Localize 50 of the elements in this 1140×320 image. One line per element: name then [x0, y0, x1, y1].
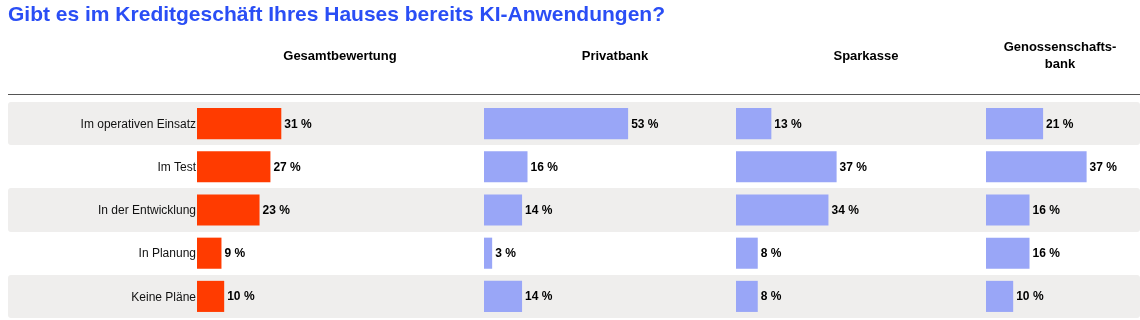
bar [986, 280, 1014, 312]
bar [484, 194, 523, 226]
bar [736, 280, 758, 312]
bar [986, 194, 1030, 226]
bar [484, 108, 629, 140]
data-label: 10 % [227, 289, 255, 304]
data-label: 34 % [831, 203, 860, 217]
data-label: 14 % [525, 203, 553, 217]
bar [484, 151, 528, 183]
bar [197, 194, 260, 226]
bar [197, 108, 282, 140]
data-label: 3 % [495, 246, 517, 261]
data-label: 37 % [1089, 159, 1118, 174]
bar [736, 151, 837, 183]
data-label: 31 % [284, 116, 312, 131]
bar [484, 237, 493, 269]
chart-title: Genossenschafts-bank [1003, 39, 1117, 71]
y-tick-label: In der Entwicklung [97, 203, 196, 218]
y-tick-label: In Planung [138, 246, 196, 261]
data-label: 9 % [224, 246, 246, 261]
bar [736, 108, 772, 140]
data-label: 27 % [273, 159, 302, 174]
data-label: 37 % [839, 159, 868, 174]
data-label: 16 % [530, 159, 559, 174]
text: Gibt es im Kreditgeschäft Ihres Hauses bereits KI-Anwendungen? [8, 2, 665, 26]
data-label: 16 % [1032, 203, 1061, 217]
bar [197, 280, 225, 312]
bar [484, 280, 523, 312]
bar [736, 237, 758, 269]
y-tick-label: Im Test [157, 160, 197, 174]
bar [986, 151, 1087, 183]
data-label: 23 % [262, 203, 291, 217]
data-label: 53 % [631, 116, 659, 131]
text: Sparkasse [833, 48, 899, 64]
bar [197, 151, 271, 183]
data-label: 10 % [1016, 289, 1044, 304]
data-label: 13 % [774, 116, 803, 131]
data-label: 21 % [1046, 116, 1074, 131]
data-label: 16 % [1032, 246, 1061, 261]
data-label: 8 % [760, 289, 782, 304]
text: Gesamtbewertung [283, 48, 397, 64]
bar [986, 237, 1030, 269]
data-label: 8 % [760, 246, 782, 261]
bar [986, 108, 1044, 140]
bar [736, 194, 829, 226]
bar [197, 237, 222, 269]
y-tick-label: Im operativen Einsatz [80, 116, 196, 131]
y-tick-label: Keine Pläne [131, 289, 197, 304]
data-label: 14 % [525, 289, 553, 304]
chart-title: Privatbank [581, 48, 649, 64]
